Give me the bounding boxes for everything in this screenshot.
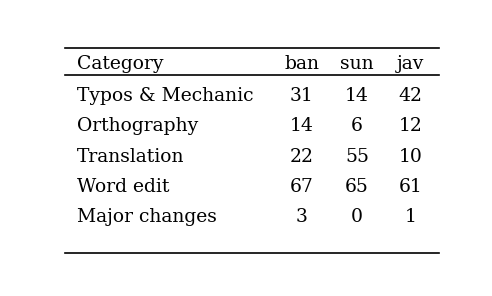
Text: jav: jav xyxy=(397,55,424,73)
Text: Category: Category xyxy=(77,55,163,73)
Text: Orthography: Orthography xyxy=(77,117,198,135)
Text: 61: 61 xyxy=(399,178,422,196)
Text: 67: 67 xyxy=(290,178,314,196)
Text: 3: 3 xyxy=(296,208,308,226)
Text: 12: 12 xyxy=(399,117,422,135)
Text: 55: 55 xyxy=(345,147,369,165)
Text: 10: 10 xyxy=(399,147,422,165)
Text: ban: ban xyxy=(284,55,319,73)
Text: Translation: Translation xyxy=(77,147,184,165)
Text: 14: 14 xyxy=(345,87,369,105)
Text: Typos & Mechanic: Typos & Mechanic xyxy=(77,87,253,105)
Text: 31: 31 xyxy=(290,87,313,105)
Text: 1: 1 xyxy=(404,208,416,226)
Text: 65: 65 xyxy=(345,178,369,196)
Text: 6: 6 xyxy=(351,117,363,135)
Text: 14: 14 xyxy=(290,117,314,135)
Text: 42: 42 xyxy=(399,87,423,105)
Text: Word edit: Word edit xyxy=(77,178,169,196)
Text: sun: sun xyxy=(340,55,374,73)
Text: 22: 22 xyxy=(290,147,314,165)
Text: Major changes: Major changes xyxy=(77,208,216,226)
Text: 0: 0 xyxy=(351,208,363,226)
